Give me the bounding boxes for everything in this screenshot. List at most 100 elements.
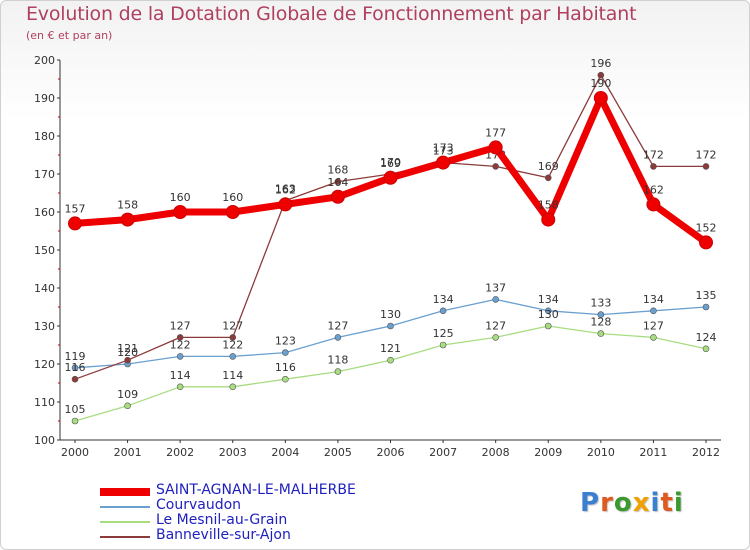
series-1-data-label: 134 bbox=[538, 293, 559, 306]
logo-letter: P bbox=[580, 488, 601, 518]
series-2-data-label: 109 bbox=[117, 388, 138, 401]
series-2-point bbox=[176, 383, 184, 391]
x-tick-label: 2002 bbox=[166, 446, 194, 459]
series-1-data-label: 123 bbox=[275, 335, 296, 348]
series-1-point bbox=[597, 311, 605, 318]
series-2-data-label: 128 bbox=[590, 316, 611, 329]
legend-swatch bbox=[100, 488, 150, 496]
series-1-data-label: 134 bbox=[433, 293, 454, 306]
legend-label: Le Mesnil-au-Grain bbox=[156, 512, 288, 528]
series-2-point bbox=[597, 330, 605, 337]
series-2-point bbox=[544, 322, 552, 330]
series-0-line bbox=[71, 94, 710, 246]
series-0-point bbox=[383, 170, 398, 185]
series-2-point bbox=[282, 375, 289, 383]
series-2-point bbox=[124, 402, 131, 410]
legend-label: Banneville-sur-Ajon bbox=[156, 527, 291, 543]
series-3-point bbox=[176, 334, 184, 341]
y-tick-label: 180 bbox=[34, 130, 55, 143]
series-2-point bbox=[229, 383, 237, 391]
series-3-point bbox=[544, 174, 552, 182]
series-2-data-label: 114 bbox=[222, 369, 243, 382]
legend-swatch bbox=[100, 521, 150, 523]
legend-label: SAINT-AGNAN-LE-MALHERBE bbox=[156, 482, 356, 498]
series-0-data-label: 177 bbox=[485, 126, 506, 139]
x-tick-label: 2003 bbox=[219, 446, 247, 459]
series-1-point bbox=[71, 364, 79, 372]
legend-swatch bbox=[100, 536, 150, 538]
y-tick-label: 170 bbox=[34, 168, 55, 181]
series-3-data-label: 168 bbox=[327, 164, 348, 177]
series-2-data-label: 118 bbox=[327, 354, 348, 367]
series-0-data-label: 158 bbox=[117, 199, 138, 212]
logo-letter: r bbox=[600, 488, 614, 518]
y-tick-label: 140 bbox=[34, 282, 55, 295]
y-tick-label: 130 bbox=[34, 320, 55, 333]
series-2-data-label: 125 bbox=[433, 327, 454, 340]
series-2-point bbox=[439, 341, 447, 349]
chart-title: Evolution de la Dotation Globale de Fonc… bbox=[26, 3, 637, 25]
series-0-point bbox=[225, 205, 240, 219]
series-2-point bbox=[650, 334, 657, 341]
x-tick-label: 2007 bbox=[429, 446, 457, 459]
y-tick-label: 110 bbox=[34, 396, 55, 409]
logo-letter: i bbox=[673, 488, 684, 518]
series-1-data-label: 133 bbox=[590, 297, 611, 310]
y-tick-label: 120 bbox=[34, 358, 55, 371]
series-1-data-label: 120 bbox=[117, 346, 138, 359]
series-1-point bbox=[282, 349, 289, 356]
legend-label: Courvaudon bbox=[156, 497, 242, 513]
logo-letter: o bbox=[613, 488, 633, 518]
series-0-data-label: 158 bbox=[538, 199, 559, 212]
logo-letter: i bbox=[650, 488, 661, 518]
series-2-data-label: 114 bbox=[170, 369, 191, 382]
series-3-data-label: 173 bbox=[433, 145, 454, 158]
series-0-point bbox=[541, 212, 556, 227]
series-1-point bbox=[334, 334, 342, 341]
x-tick-label: 2005 bbox=[324, 446, 352, 459]
x-tick-label: 2000 bbox=[61, 446, 89, 459]
series-3-point bbox=[492, 163, 499, 170]
series-1-point bbox=[492, 296, 499, 303]
x-tick-label: 2010 bbox=[587, 446, 615, 459]
series-3-data-label: 127 bbox=[222, 319, 243, 332]
series-1-data-label: 122 bbox=[222, 338, 243, 351]
series-0-point bbox=[278, 197, 293, 212]
series-2-point bbox=[387, 356, 394, 364]
x-tick-label: 2001 bbox=[114, 446, 142, 459]
y-tick-label: 100 bbox=[34, 434, 55, 447]
series-0-point bbox=[699, 235, 713, 250]
proxiti-logo: Proxiti bbox=[580, 488, 684, 518]
series-3-data-label: 169 bbox=[538, 160, 559, 173]
legend-swatch bbox=[100, 506, 150, 508]
logo-letter: t bbox=[660, 488, 674, 518]
series-0-point bbox=[488, 140, 503, 155]
x-tick-label: 2006 bbox=[377, 446, 405, 459]
series-0-data-label: 162 bbox=[643, 183, 664, 196]
x-tick-label: 2012 bbox=[692, 446, 720, 459]
series-1-data-label: 122 bbox=[170, 338, 191, 351]
series-3-data-label: 196 bbox=[590, 57, 611, 70]
series-1-point bbox=[229, 353, 237, 360]
y-tick-label: 150 bbox=[34, 244, 55, 257]
series-2-data-label: 124 bbox=[696, 331, 717, 344]
series-1-data-label: 130 bbox=[380, 308, 401, 321]
logo-letter: x bbox=[632, 488, 651, 518]
x-tick-label: 2008 bbox=[482, 446, 510, 459]
series-0-data-label: 164 bbox=[327, 176, 348, 189]
series-0-data-label: 152 bbox=[696, 221, 717, 234]
series-0-data-label: 160 bbox=[222, 191, 243, 204]
series-0-data-label: 169 bbox=[380, 157, 401, 170]
series-0-point bbox=[436, 155, 451, 170]
series-2-data-label: 121 bbox=[380, 342, 401, 355]
series-0-point bbox=[646, 197, 661, 212]
x-tick-label: 2011 bbox=[639, 446, 667, 459]
x-tick-label: 2009 bbox=[534, 446, 562, 459]
series-1-point bbox=[544, 307, 552, 315]
series-1-point bbox=[439, 307, 447, 315]
series-0-data-label: 160 bbox=[170, 191, 191, 204]
series-3-data-label: 121 bbox=[117, 342, 138, 355]
series-3-data-label: 163 bbox=[275, 183, 296, 196]
